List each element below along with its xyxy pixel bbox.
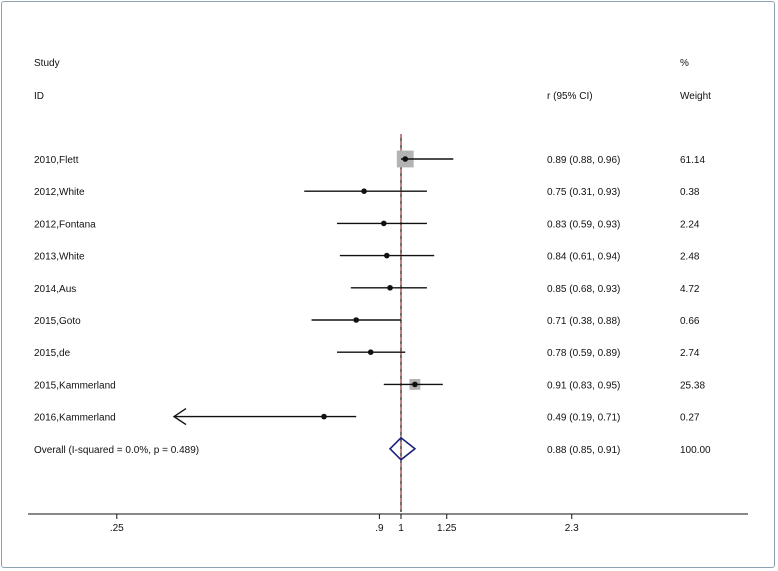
x-tick-label: .25 xyxy=(110,523,124,534)
study-label: 2014,Aus xyxy=(34,284,76,295)
weight-value: 61.14 xyxy=(680,155,705,166)
overall-ci-value: 0.88 (0.85, 0.91) xyxy=(547,445,620,456)
x-tick-label: 1 xyxy=(398,523,404,534)
ci-value: 0.91 (0.83, 0.95) xyxy=(547,380,620,391)
study-row: 2012,Fontana 0.83 (0.59, 0.93) 2.24 xyxy=(34,219,700,230)
study-row: 2010,Flett 0.89 (0.88, 0.96) 61.14 xyxy=(34,150,705,168)
point-estimate xyxy=(353,317,359,323)
weight-value: 25.38 xyxy=(680,380,705,391)
ci-value: 0.78 (0.59, 0.89) xyxy=(547,348,620,359)
ci-value: 0.85 (0.68, 0.93) xyxy=(547,284,620,295)
x-tick-label: 1.25 xyxy=(437,523,457,534)
ci-value: 0.83 (0.59, 0.93) xyxy=(547,219,620,230)
overall-diamond xyxy=(388,436,417,461)
point-estimate xyxy=(361,188,367,194)
weight-value: 0.66 xyxy=(680,316,700,327)
ci-value: 0.89 (0.88, 0.96) xyxy=(547,155,620,166)
study-row: 2012,White 0.75 (0.31, 0.93) 0.38 xyxy=(34,187,700,198)
header-effect: r (95% CI) xyxy=(547,91,593,102)
ci-value: 0.71 (0.38, 0.88) xyxy=(547,316,620,327)
weight-value: 0.27 xyxy=(680,413,700,424)
study-row: 2014,Aus 0.85 (0.68, 0.93) 4.72 xyxy=(34,284,700,295)
point-estimate xyxy=(384,252,390,259)
point-estimate xyxy=(380,220,387,227)
study-row: 2015,de 0.78 (0.59, 0.89) 2.74 xyxy=(34,348,700,359)
study-row: 2015,Goto 0.71 (0.38, 0.88) 0.66 xyxy=(34,316,700,327)
point-estimate xyxy=(402,156,409,162)
header-id: ID xyxy=(34,91,44,102)
overall-weight-value: 100.00 xyxy=(680,445,711,456)
study-label: 2013,White xyxy=(34,252,85,263)
weight-value: 2.24 xyxy=(680,219,700,230)
study-label: 2016,Kammerland xyxy=(34,413,116,424)
point-estimate xyxy=(412,381,418,388)
header-weight-percent: % xyxy=(680,58,689,69)
study-label: 2015,Goto xyxy=(34,316,81,327)
header-weight: Weight xyxy=(680,91,711,102)
overall-row: Overall (I-squared = 0.0%, p = 0.489) 0.8… xyxy=(34,436,711,461)
ci-arrow-left xyxy=(172,408,187,426)
study-row: 2013,White 0.84 (0.61, 0.94) 2.48 xyxy=(34,252,700,263)
point-estimate xyxy=(321,413,327,420)
x-tick-label: 2.3 xyxy=(565,523,579,534)
weight-value: 2.74 xyxy=(680,348,700,359)
ci-value: 0.75 (0.31, 0.93) xyxy=(547,187,620,198)
study-label: 2015,de xyxy=(34,348,71,359)
study-row: 2016,Kammerland 0.49 (0.19, 0.71) 0.27 xyxy=(34,408,700,426)
overall-label: Overall (I-squared = 0.0%, p = 0.489) xyxy=(34,445,199,456)
weight-value: 4.72 xyxy=(680,284,700,295)
study-label: 2010,Flett xyxy=(34,155,79,166)
study-row: 2015,Kammerland 0.91 (0.83, 0.95) 25.38 xyxy=(34,378,705,391)
point-estimate xyxy=(387,285,393,291)
point-estimate xyxy=(367,349,374,356)
study-label: 2012,White xyxy=(34,187,85,198)
study-label: 2012,Fontana xyxy=(34,219,96,230)
weight-value: 0.38 xyxy=(680,187,700,198)
ci-value: 0.84 (0.61, 0.94) xyxy=(547,252,620,263)
study-label: 2015,Kammerland xyxy=(34,380,116,391)
header-study: Study xyxy=(34,58,60,69)
x-tick-label: .9 xyxy=(375,523,384,534)
weight-value: 2.48 xyxy=(680,252,700,263)
ci-value: 0.49 (0.19, 0.71) xyxy=(547,413,620,424)
